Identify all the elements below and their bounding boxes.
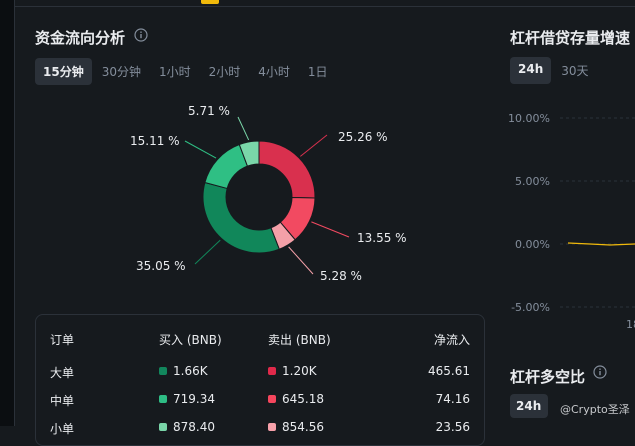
percent-label: 13.55 % (357, 231, 407, 245)
top-border (0, 0, 635, 7)
row-net: 23.56 (435, 420, 470, 434)
row-net: 465.61 (428, 364, 470, 378)
growth-line (567, 242, 635, 246)
margin-lending-title: 杠杆借贷存量增速 (510, 29, 631, 47)
row-sell: 645.18 (268, 392, 324, 406)
sell-large-swatch (268, 367, 276, 375)
leader-line (311, 221, 350, 238)
row-type: 中单 (50, 394, 75, 408)
fund-flow-title: 资金流向分析 (35, 29, 126, 47)
row-buy: 719.34 (159, 392, 215, 406)
buy-large-swatch (159, 367, 167, 375)
leader-line (300, 134, 328, 157)
donut-segment (202, 181, 280, 254)
active-nav-indicator (201, 0, 219, 4)
row-sell: 1.20K (268, 364, 317, 378)
y-tick-label: 10.00% (508, 112, 550, 125)
donut-segment (204, 143, 249, 190)
row-buy: 1.66K (159, 364, 208, 378)
header-net: 净流入 (433, 333, 470, 347)
info-icon[interactable] (134, 28, 148, 42)
percent-label: 5.28 % (320, 269, 362, 283)
leader-line (194, 239, 221, 265)
row-type: 小单 (50, 422, 75, 436)
row-type: 大单 (50, 366, 75, 380)
leader-line (237, 116, 250, 141)
header-sell: 卖出 (BNB) (268, 333, 331, 347)
leader-line (184, 140, 217, 159)
watermark-text: @Crypto圣泽 (560, 403, 630, 416)
x-tick-label: 18 (626, 318, 635, 331)
percent-label: 35.05 % (136, 259, 186, 273)
margin-lending-tabs: 24h 30天 (510, 57, 599, 84)
tab-4h[interactable]: 4小时 (258, 65, 290, 79)
margin-lending-chart: 10.00% 5.00% 0.00% -5.00% 18 (508, 112, 635, 331)
tab-1d[interactable]: 1日 (307, 65, 328, 79)
timeframe-tabs: 15分钟 30分钟 1小时 2小时 4小时 1日 (35, 58, 338, 85)
percent-label: 15.11 % (130, 134, 180, 148)
percent-label: 25.26 % (338, 130, 388, 144)
tab-15m[interactable]: 15分钟 (35, 58, 92, 85)
sell-small-swatch (268, 423, 276, 431)
buy-mid-swatch (159, 395, 167, 403)
donut-segment (258, 140, 316, 199)
donut-segment (238, 140, 260, 167)
tab-30m[interactable]: 30分钟 (101, 65, 141, 79)
y-tick-label: 0.00% (515, 238, 550, 251)
percent-label: 5.71 % (188, 104, 230, 118)
tab-30d[interactable]: 30天 (561, 64, 589, 78)
row-sell: 854.56 (268, 420, 324, 434)
fund-flow-table: 订单 买入 (BNB) 卖出 (BNB) 净流入 大单 1.66K 1.20K … (35, 314, 485, 446)
row-net: 74.16 (435, 392, 470, 406)
tab-1h[interactable]: 1小时 (158, 65, 191, 79)
tab-24h[interactable]: 24h (510, 394, 548, 418)
tab-24h[interactable]: 24h (510, 57, 552, 84)
leader-line (288, 246, 314, 275)
header-order: 订单 (50, 333, 75, 347)
info-icon[interactable] (593, 365, 607, 379)
row-buy: 878.40 (159, 420, 215, 434)
header-buy: 买入 (BNB) (159, 333, 222, 347)
left-rail (0, 0, 15, 426)
tab-2h[interactable]: 2小时 (208, 65, 241, 79)
long-short-title: 杠杆多空比 (510, 368, 586, 386)
sell-mid-swatch (268, 395, 276, 403)
fund-flow-donut-chart: 25.26 % 13.55 % 5.28 % 35.05 % 15.11 % 5.71 % (130, 104, 407, 283)
y-tick-label: -5.00% (511, 301, 550, 314)
y-tick-label: 5.00% (515, 175, 550, 188)
buy-small-swatch (159, 423, 167, 431)
